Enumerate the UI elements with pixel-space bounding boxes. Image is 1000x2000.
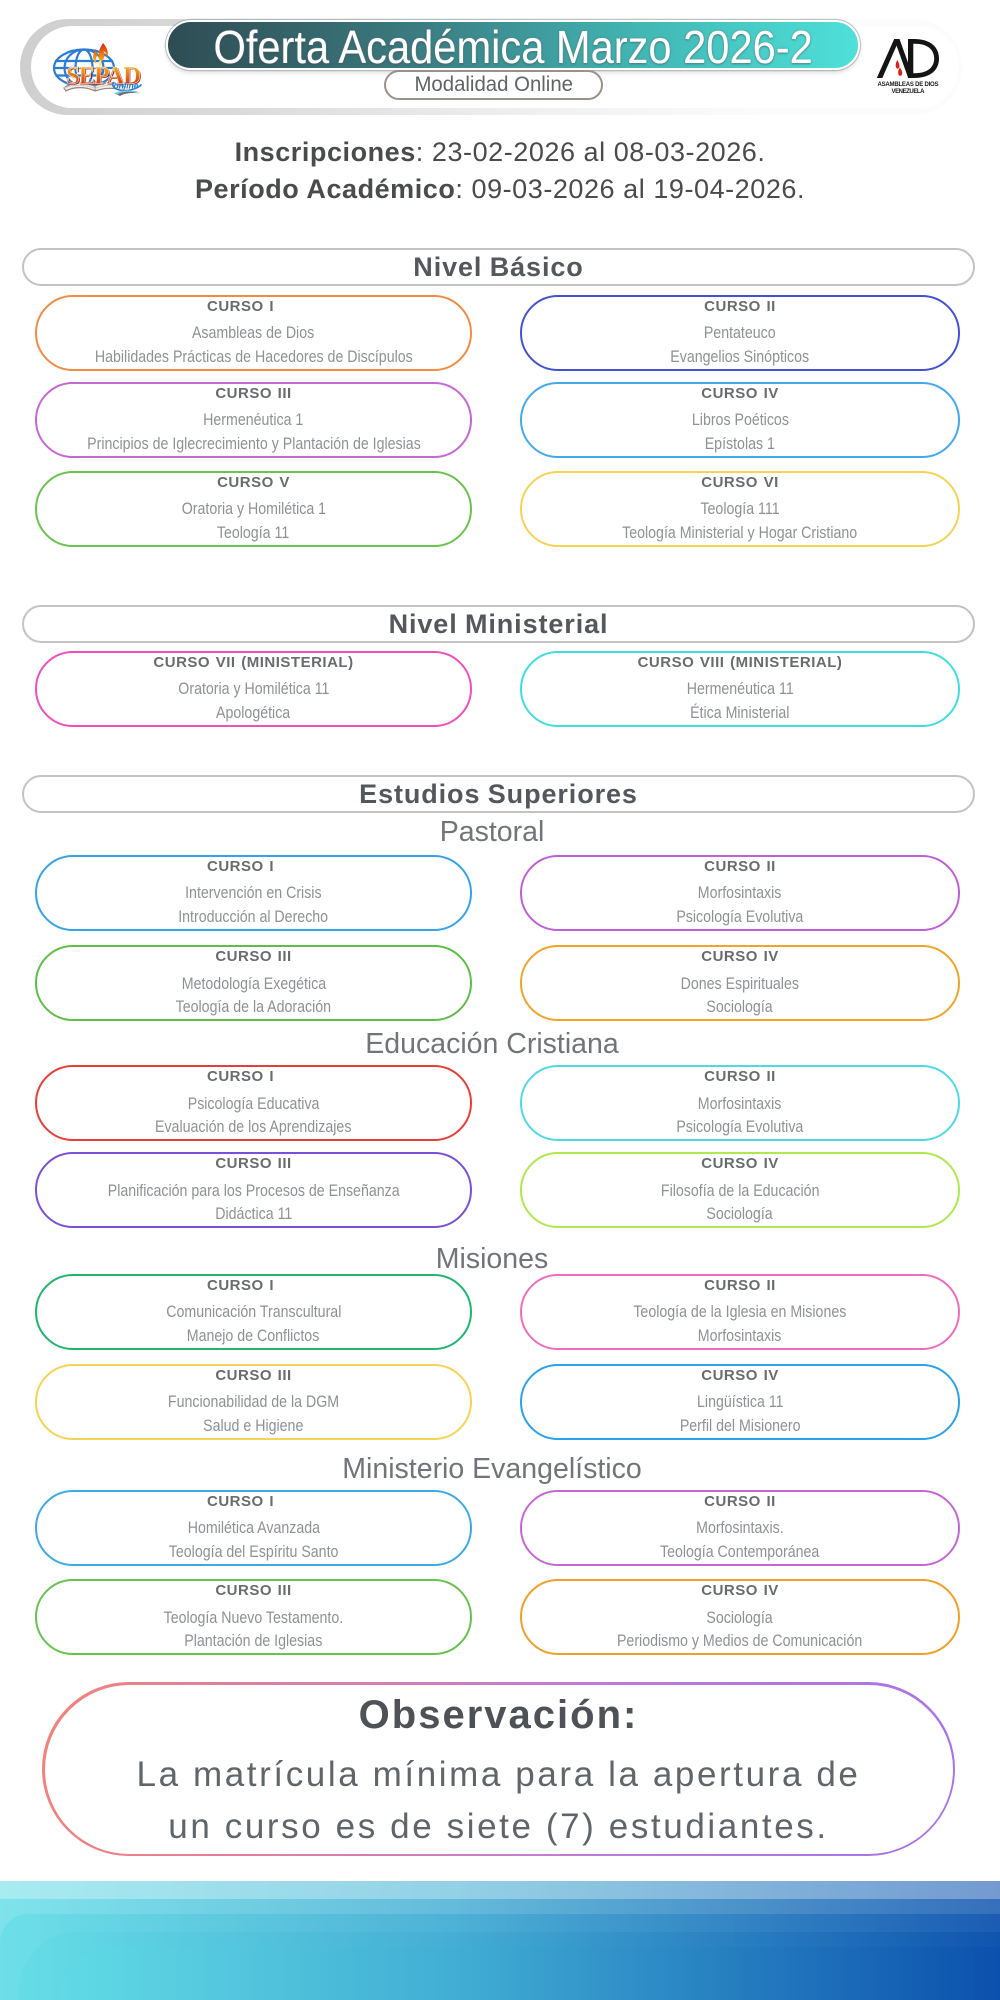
svg-text:SEPAD: SEPAD [67,64,142,91]
svg-text:online: online [113,81,138,91]
svg-text:SEPAD: SEPAD [66,63,141,90]
svg-text:VENEZUELA: VENEZUELA [892,89,926,95]
svg-text:ASAMBLEAS DE DIOS: ASAMBLEAS DE DIOS [878,82,939,88]
